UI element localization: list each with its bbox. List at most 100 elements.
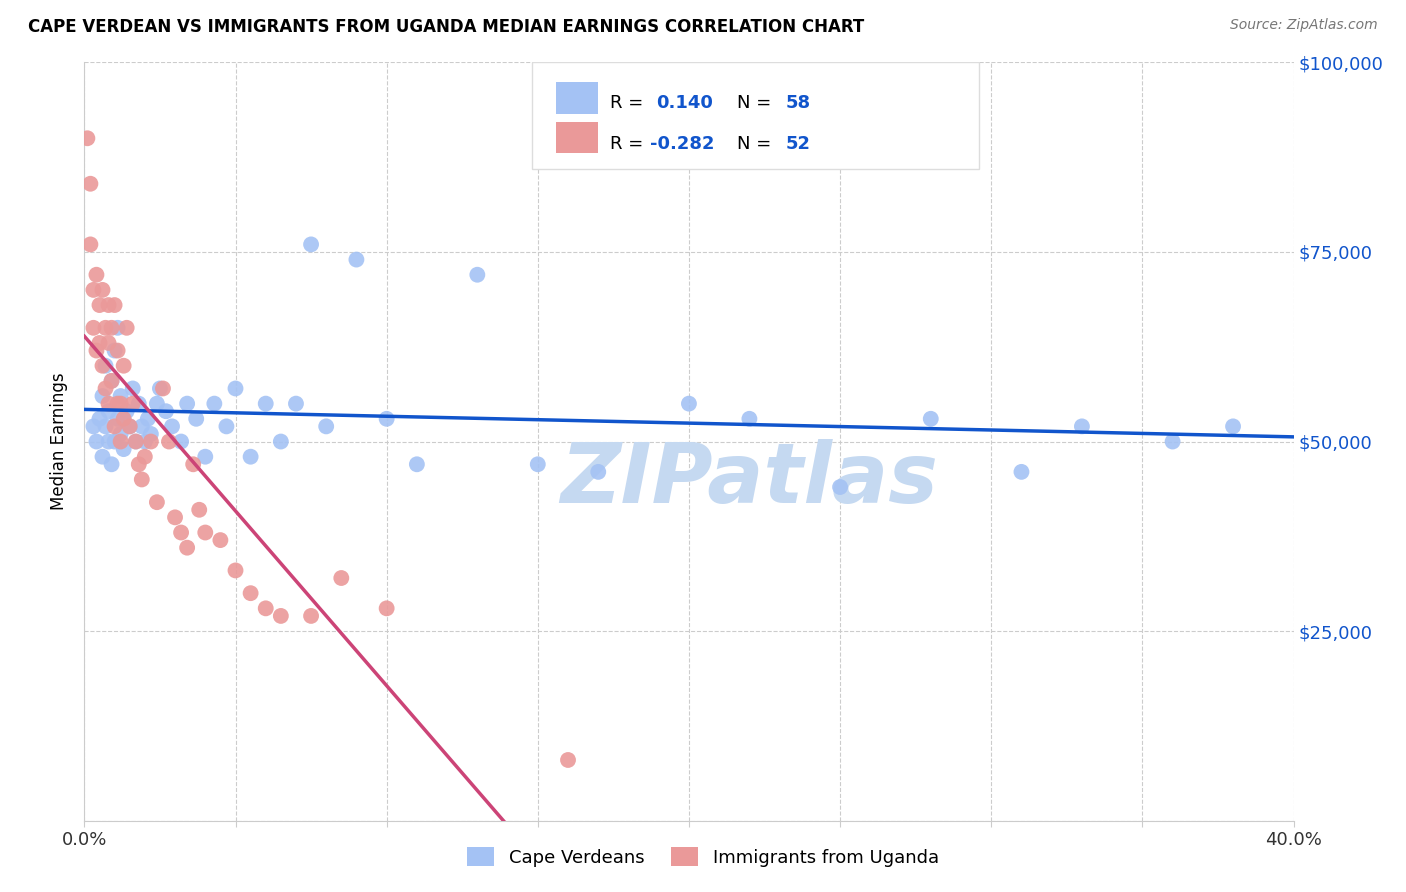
Text: R =: R = xyxy=(610,95,650,112)
Point xyxy=(125,434,148,449)
Legend: Cape Verdeans, Immigrants from Uganda: Cape Verdeans, Immigrants from Uganda xyxy=(460,840,946,874)
Point xyxy=(82,320,104,334)
Point xyxy=(134,450,156,464)
Point xyxy=(89,335,111,350)
Point xyxy=(118,419,141,434)
Point xyxy=(202,396,225,410)
Point xyxy=(110,396,132,410)
Point xyxy=(100,374,122,388)
Point xyxy=(110,389,132,403)
Point xyxy=(165,510,187,524)
Point xyxy=(160,419,183,434)
Text: Source: ZipAtlas.com: Source: ZipAtlas.com xyxy=(1230,18,1378,32)
Point xyxy=(1161,434,1184,449)
Text: 58: 58 xyxy=(786,95,811,112)
Point xyxy=(97,335,120,350)
Point xyxy=(557,753,579,767)
Point xyxy=(118,419,141,434)
Point xyxy=(315,419,337,434)
Point xyxy=(94,419,117,434)
Point xyxy=(157,434,180,449)
Point xyxy=(254,601,277,615)
Point xyxy=(121,382,143,396)
Point xyxy=(330,571,353,585)
Text: 52: 52 xyxy=(786,136,811,153)
Point xyxy=(146,396,169,410)
Point xyxy=(188,503,211,517)
Point xyxy=(254,396,277,410)
Point xyxy=(107,412,129,426)
Point xyxy=(97,298,120,312)
Point xyxy=(79,237,101,252)
Point xyxy=(920,412,942,426)
Point xyxy=(86,268,108,282)
Point xyxy=(104,343,127,358)
Point xyxy=(152,382,174,396)
Text: -0.282: -0.282 xyxy=(650,136,714,153)
Point xyxy=(299,608,322,623)
Point xyxy=(176,396,198,410)
Point xyxy=(91,450,114,464)
Point xyxy=(107,343,129,358)
Point xyxy=(467,268,489,282)
Point xyxy=(104,419,127,434)
Point xyxy=(91,359,114,373)
Point xyxy=(94,320,117,334)
Point xyxy=(82,419,104,434)
Point xyxy=(128,396,150,410)
Point xyxy=(89,412,111,426)
Point xyxy=(375,412,398,426)
Point xyxy=(115,404,138,418)
Point xyxy=(131,419,153,434)
Point xyxy=(1011,465,1033,479)
Point xyxy=(134,434,156,449)
Point xyxy=(225,382,247,396)
Point xyxy=(186,412,208,426)
Point xyxy=(270,434,292,449)
Point xyxy=(91,283,114,297)
Point xyxy=(97,434,120,449)
FancyBboxPatch shape xyxy=(555,82,599,114)
Point xyxy=(194,525,217,540)
Point xyxy=(215,419,238,434)
Point xyxy=(139,434,162,449)
Point xyxy=(115,320,138,334)
Point xyxy=(89,298,111,312)
Point xyxy=(285,396,308,410)
Point xyxy=(100,374,122,388)
Y-axis label: Median Earnings: Median Earnings xyxy=(51,373,69,510)
Point xyxy=(100,320,122,334)
Point xyxy=(128,457,150,471)
Point xyxy=(146,495,169,509)
Point xyxy=(104,434,127,449)
Point xyxy=(170,525,193,540)
Point xyxy=(239,586,262,600)
Point xyxy=(86,434,108,449)
Point xyxy=(139,426,162,441)
Point xyxy=(1071,419,1094,434)
Point xyxy=(136,412,159,426)
Point xyxy=(125,434,148,449)
Point xyxy=(94,359,117,373)
Point xyxy=(830,480,852,494)
Point xyxy=(270,608,292,623)
Point xyxy=(76,131,98,145)
Point xyxy=(239,450,262,464)
Point xyxy=(588,465,610,479)
Point xyxy=(299,237,322,252)
Point xyxy=(112,412,135,426)
Point xyxy=(112,442,135,457)
Point xyxy=(97,404,120,418)
Point xyxy=(97,396,120,410)
Point xyxy=(225,564,247,578)
Text: ZIPatlas: ZIPatlas xyxy=(561,439,938,520)
Point xyxy=(131,473,153,487)
Point xyxy=(107,396,129,410)
Point xyxy=(110,426,132,441)
Point xyxy=(104,298,127,312)
Text: R =: R = xyxy=(610,136,650,153)
Point xyxy=(527,457,550,471)
Point xyxy=(149,382,172,396)
Point xyxy=(346,252,368,267)
Point xyxy=(91,389,114,403)
